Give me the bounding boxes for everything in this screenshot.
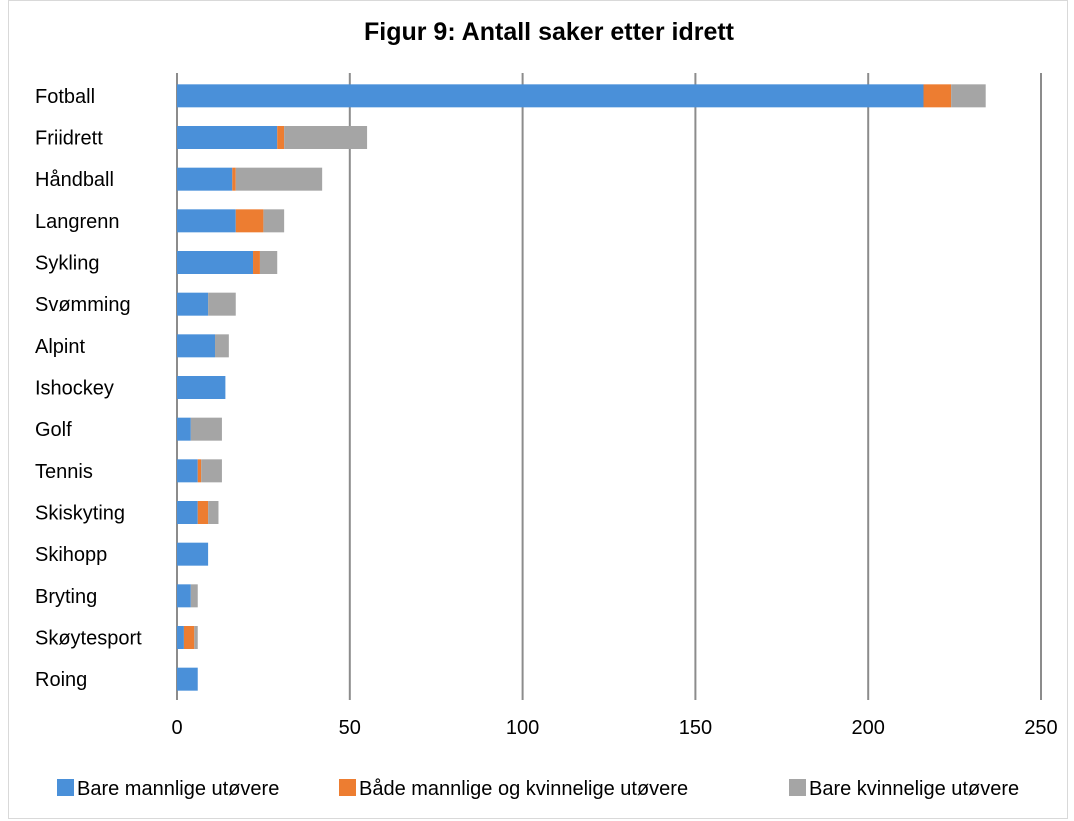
legend-label: Bare kvinnelige utøvere xyxy=(809,778,1019,800)
bar-segment xyxy=(197,501,209,524)
bar-segment xyxy=(190,417,222,441)
bar-segment xyxy=(177,251,254,274)
bar-segment xyxy=(177,626,184,649)
category-label: Håndball xyxy=(35,169,114,191)
x-tick-labels: 0 50 100 150 200 250 xyxy=(171,717,1057,739)
bar-segment xyxy=(259,251,278,274)
bar-segment xyxy=(263,209,285,233)
legend-swatch xyxy=(339,779,356,796)
bar-segment xyxy=(194,626,198,649)
bar-segment xyxy=(215,334,229,358)
bar-segment xyxy=(177,126,278,149)
category-label: Svømming xyxy=(35,294,131,316)
x-tick-label: 50 xyxy=(339,717,361,739)
category-label: Sykling xyxy=(35,253,99,275)
gridlines xyxy=(176,73,1042,700)
bar-segment xyxy=(951,84,986,108)
category-label: Golf xyxy=(35,419,72,441)
bar-segment xyxy=(232,167,236,191)
legend-label: Bare mannlige utøvere xyxy=(77,778,279,800)
bar-segment xyxy=(183,626,195,649)
bar-segment xyxy=(177,292,209,316)
category-label: Ishockey xyxy=(35,378,114,400)
bar-segment xyxy=(177,334,216,358)
bar-segment xyxy=(177,667,198,691)
bar-segment xyxy=(177,376,226,399)
bar-segment xyxy=(177,167,233,191)
bar-segment xyxy=(177,501,198,524)
legend-swatch xyxy=(57,779,74,796)
bar-segment xyxy=(177,542,209,566)
category-label: Skihopp xyxy=(35,544,107,566)
category-label: Alpint xyxy=(35,336,85,358)
bar-segment xyxy=(177,417,191,441)
category-label: Tennis xyxy=(35,461,93,483)
category-labels: Fotball Friidrett Håndball Langrenn Sykling S… xyxy=(35,86,142,691)
x-tick-label: 250 xyxy=(1024,717,1057,739)
bar-segment xyxy=(235,167,323,191)
category-label: Bryting xyxy=(35,586,97,608)
x-tick-label: 200 xyxy=(852,717,885,739)
bar-segment xyxy=(253,251,260,274)
legend-swatch xyxy=(789,779,806,796)
bar-segment xyxy=(284,126,368,149)
bar-segment xyxy=(177,584,191,608)
x-tick-label: 100 xyxy=(506,717,539,739)
bar-segment xyxy=(235,209,264,233)
legend: Bare mannlige utøvere Både mannlige og kv… xyxy=(57,778,1019,800)
bar-segment xyxy=(277,126,285,149)
category-label: Friidrett xyxy=(35,128,103,150)
bar-segment xyxy=(190,584,198,608)
category-label: Skøytesport xyxy=(35,628,142,650)
bar-segment xyxy=(197,459,202,483)
x-tick-label: 0 xyxy=(171,717,182,739)
x-tick-label: 150 xyxy=(679,717,712,739)
bar-segment xyxy=(201,459,222,483)
category-label: Langrenn xyxy=(35,211,120,233)
bar-segment xyxy=(177,459,198,483)
legend-label: Både mannlige og kvinnelige utøvere xyxy=(359,778,688,800)
bars xyxy=(177,84,986,691)
bar-segment xyxy=(208,501,219,524)
bar-segment xyxy=(208,292,236,316)
bar-segment xyxy=(177,84,924,108)
category-label: Skiskyting xyxy=(35,503,125,525)
chart-title: Figur 9: Antall saker etter idrett xyxy=(364,18,735,46)
bar-segment xyxy=(923,84,952,108)
category-label: Fotball xyxy=(35,86,95,108)
bar-segment xyxy=(177,209,236,233)
category-label: Roing xyxy=(35,669,87,691)
